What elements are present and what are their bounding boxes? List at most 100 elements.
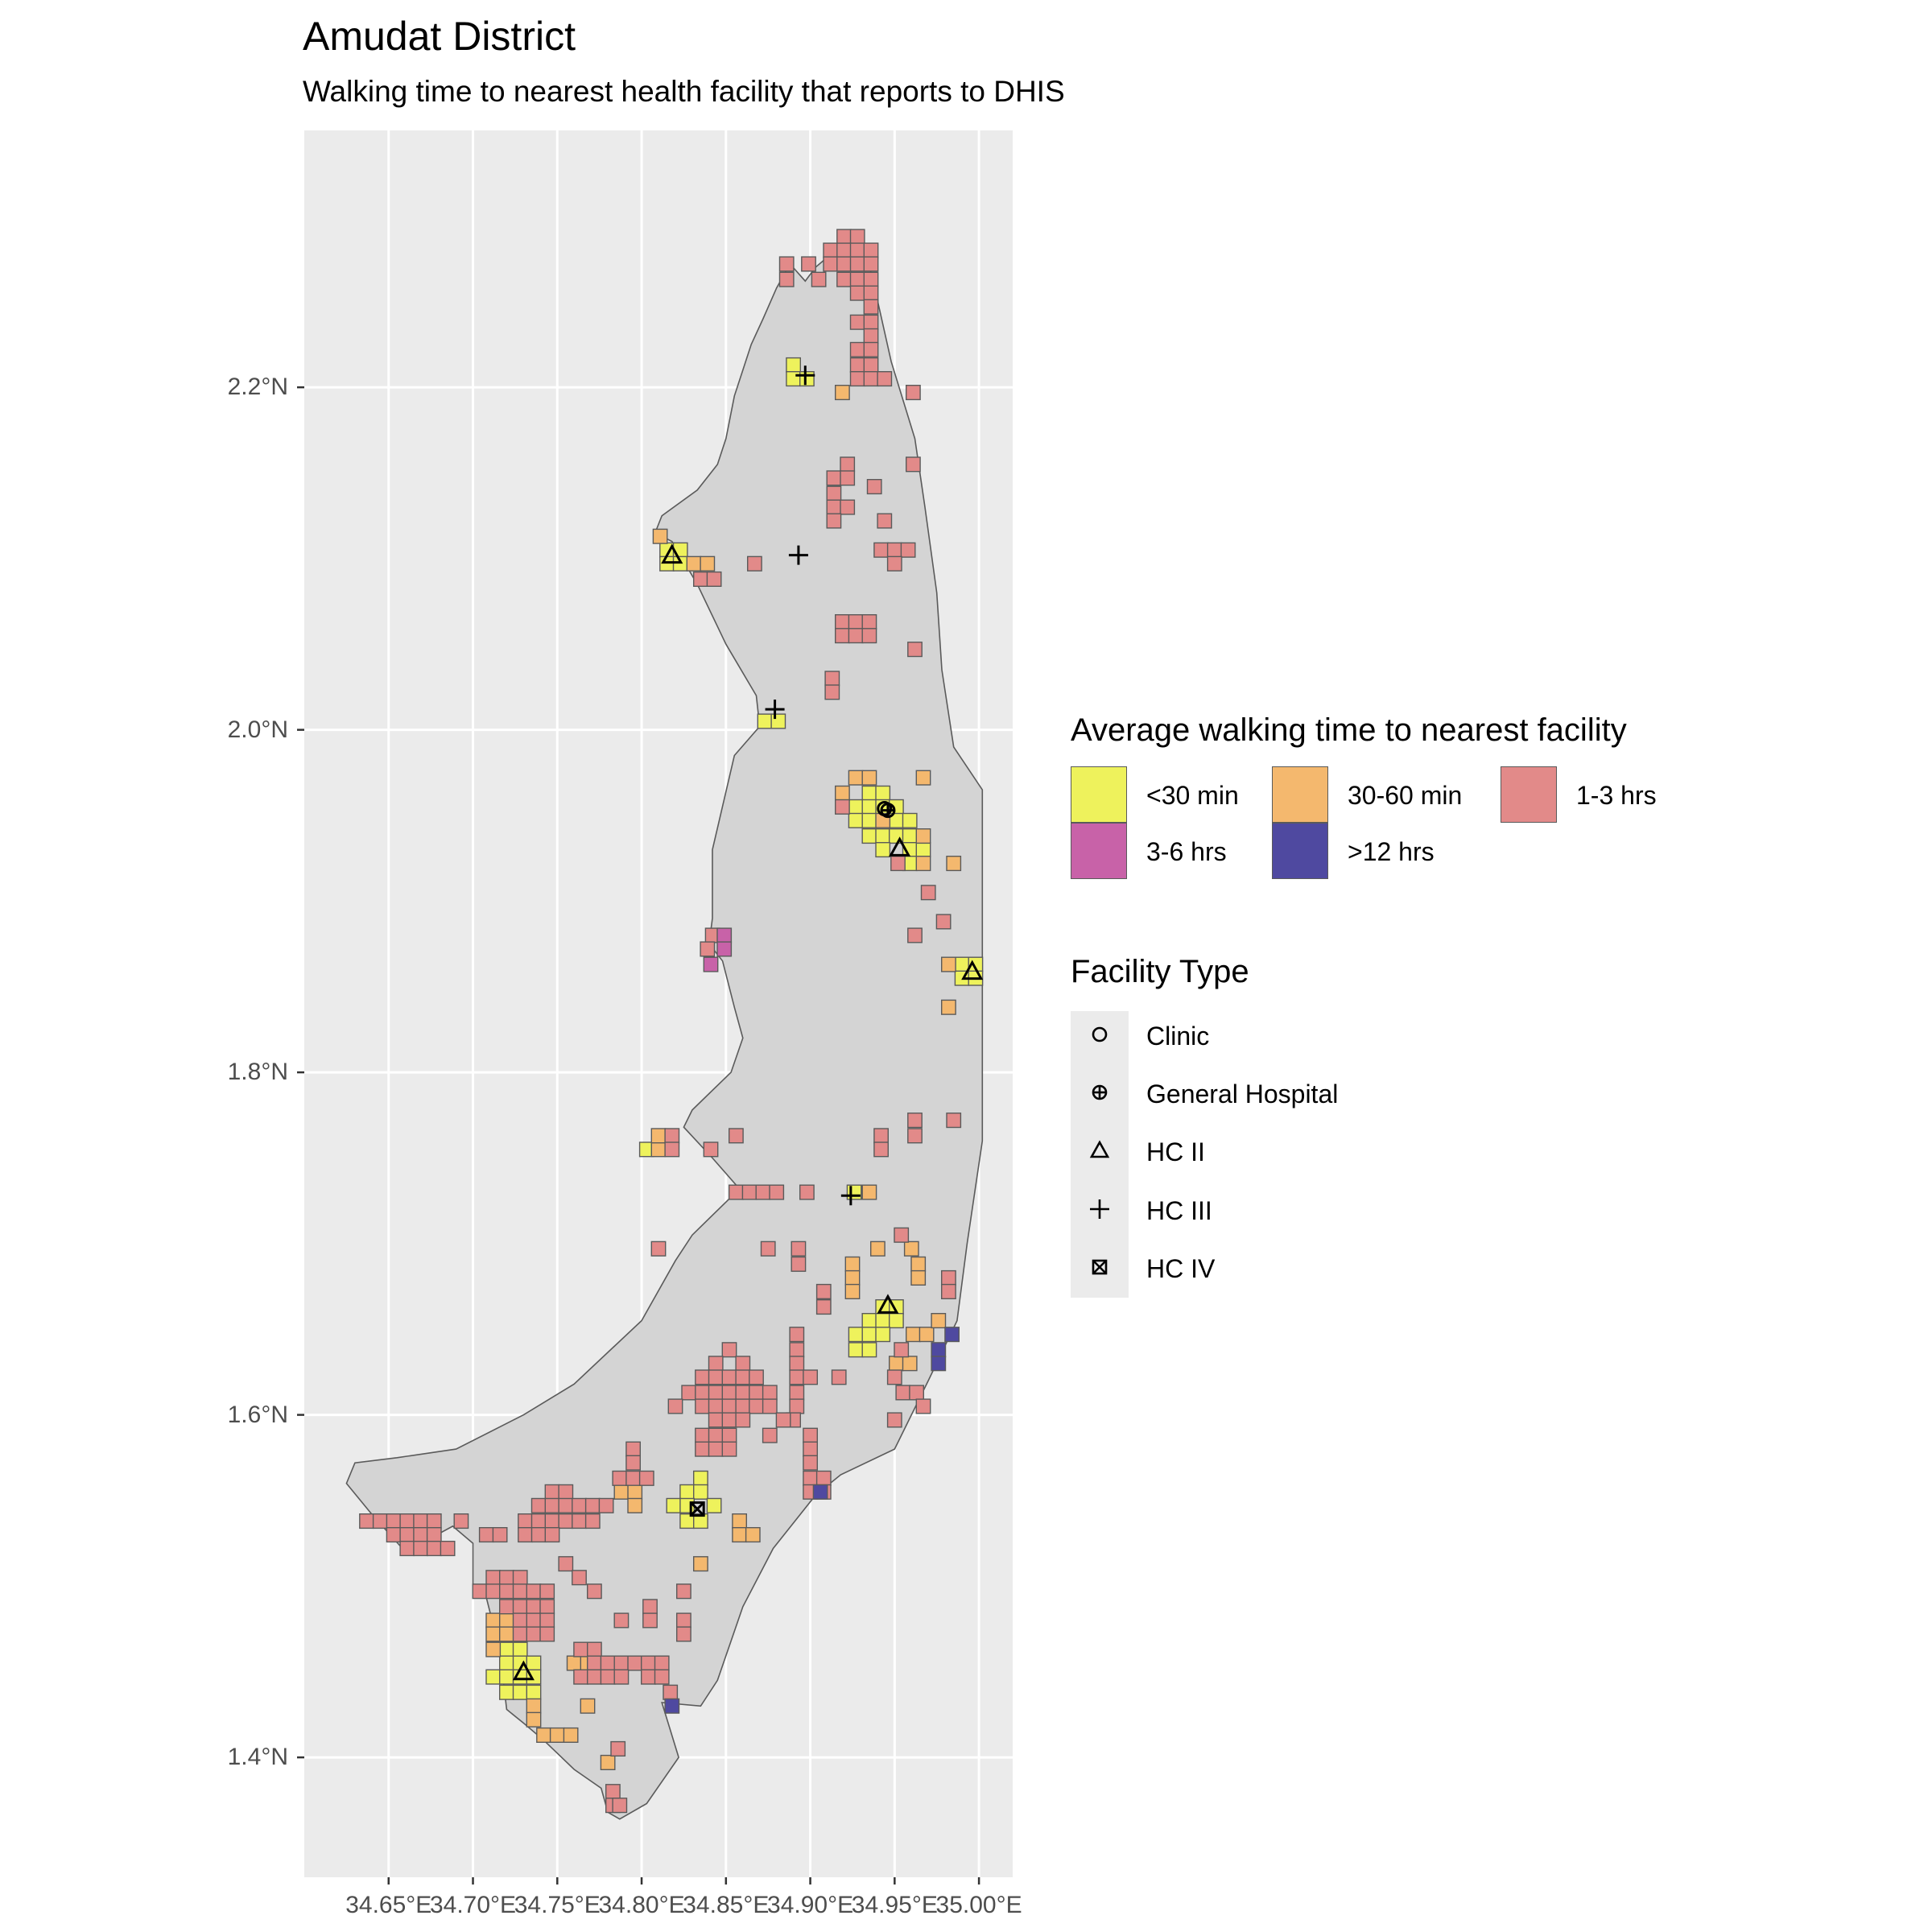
walking-time-cell (426, 1540, 442, 1557)
walking-time-cell (861, 812, 877, 828)
walking-time-cell (499, 1626, 514, 1642)
walking-time-cell (598, 1497, 614, 1513)
facility-marker-hc-iii (788, 545, 808, 565)
walking-time-cell (894, 1227, 910, 1243)
walking-time-cell (526, 1626, 542, 1642)
walking-time-cell (703, 1141, 719, 1158)
walking-time-cell (512, 1570, 528, 1586)
walking-time-cell (840, 470, 856, 486)
walking-time-cell (708, 1398, 724, 1414)
walking-time-cell (907, 1113, 923, 1129)
walking-time-cell (749, 1369, 764, 1385)
walking-time-cell (954, 956, 970, 972)
walking-time-cell (900, 542, 916, 558)
walking-time-cell (944, 1327, 960, 1343)
walking-time-cell (610, 1740, 626, 1757)
walking-time-cell (735, 1385, 751, 1401)
walking-time-cell (499, 1599, 514, 1615)
walking-time-cell (693, 1556, 708, 1572)
walking-time-cell (940, 1269, 956, 1286)
walking-time-cell (735, 1412, 751, 1428)
walking-time-cell (544, 1513, 560, 1530)
walking-time-cell (708, 1412, 724, 1428)
walking-time-cell (544, 1497, 560, 1513)
walking-time-cell (558, 1513, 574, 1530)
walking-time-cell (786, 357, 802, 374)
walking-time-cell (762, 1385, 778, 1401)
walking-time-cell (612, 1798, 628, 1814)
walking-time-cell (863, 357, 879, 374)
walking-time-cell (627, 1484, 643, 1500)
walking-time-cell (823, 256, 839, 272)
walking-time-cell (919, 1327, 935, 1343)
facility-markers (512, 365, 984, 1681)
facility-marker-clinic (877, 800, 893, 816)
walking-time-cell (848, 1327, 864, 1343)
walking-time-cell (747, 555, 762, 572)
walking-time-cell (849, 242, 865, 258)
x-tick-label: 34.65°E (345, 1892, 432, 1918)
walking-time-cell (849, 314, 865, 330)
walking-time-cell (526, 1698, 542, 1714)
walking-time-cell (587, 1641, 602, 1657)
walking-time-cell (902, 812, 918, 828)
x-tick-label: 34.90°E (767, 1892, 854, 1918)
walking-time-cell (803, 1470, 819, 1486)
walking-time-cell (499, 1612, 514, 1629)
walking-time-cell (708, 1369, 724, 1385)
walking-time-cell (732, 1526, 748, 1543)
walking-time-cell (875, 1327, 891, 1343)
walking-time-cell (453, 1513, 469, 1530)
legend-key-over-12 (1272, 823, 1328, 879)
walking-time-cell (386, 1526, 402, 1543)
walking-time-cell (812, 1484, 828, 1500)
walking-time-cell (654, 1669, 670, 1685)
walking-time-cell (890, 855, 906, 872)
walking-time-cell (558, 1497, 574, 1513)
walking-time-cell (875, 1312, 891, 1329)
walking-time-cell (512, 1612, 528, 1629)
walking-time-cell (836, 229, 852, 245)
walking-time-cell (823, 242, 839, 258)
walking-time-cell (700, 941, 716, 957)
walking-time-cell (372, 1513, 388, 1530)
walking-time-cell (600, 1669, 616, 1685)
walking-time-cell (769, 1184, 785, 1200)
walking-time-cell (642, 1612, 658, 1629)
y-tick-label: 2.0°N (227, 716, 288, 743)
walking-time-cell (826, 499, 842, 515)
walking-time-cell (935, 914, 952, 930)
walking-time-cell (659, 555, 675, 572)
walking-time-cell (672, 555, 688, 572)
walking-time-cell (526, 1711, 542, 1728)
x-tick-label: 34.95°E (851, 1892, 938, 1918)
walking-time-cell (863, 285, 879, 301)
walking-time-cell (499, 1583, 514, 1600)
walking-time-cell (587, 1655, 602, 1671)
walking-time-cell (915, 770, 931, 786)
walking-time-cell (888, 1356, 904, 1372)
y-tick-label: 2.2°N (227, 374, 288, 401)
walking-time-cell (708, 1441, 724, 1457)
walking-time-cell (861, 828, 877, 844)
walking-time-cell (539, 1626, 555, 1642)
walking-time-cell (861, 770, 877, 786)
walking-time-cell (940, 956, 956, 972)
walking-time-cell (539, 1599, 555, 1615)
walking-time-cell (558, 1556, 574, 1572)
legend-key-3-6 (1071, 823, 1127, 879)
walking-time-cell (478, 1526, 494, 1543)
walking-time-cell (563, 1727, 579, 1744)
walking-time-cell (676, 1626, 691, 1642)
facility-legend-keys (1071, 1011, 1129, 1298)
walking-time-cell (650, 1128, 667, 1144)
walking-time-cell (910, 1269, 927, 1286)
walking-time-cell (526, 1599, 542, 1615)
walking-time-cell (940, 999, 956, 1015)
walking-time-cell (863, 371, 879, 387)
walking-time-cell (492, 1526, 508, 1543)
walking-time-cell (907, 927, 923, 943)
walking-time-cell (667, 1398, 683, 1414)
walking-time-cell (849, 229, 865, 245)
walking-time-cell (732, 1513, 748, 1530)
